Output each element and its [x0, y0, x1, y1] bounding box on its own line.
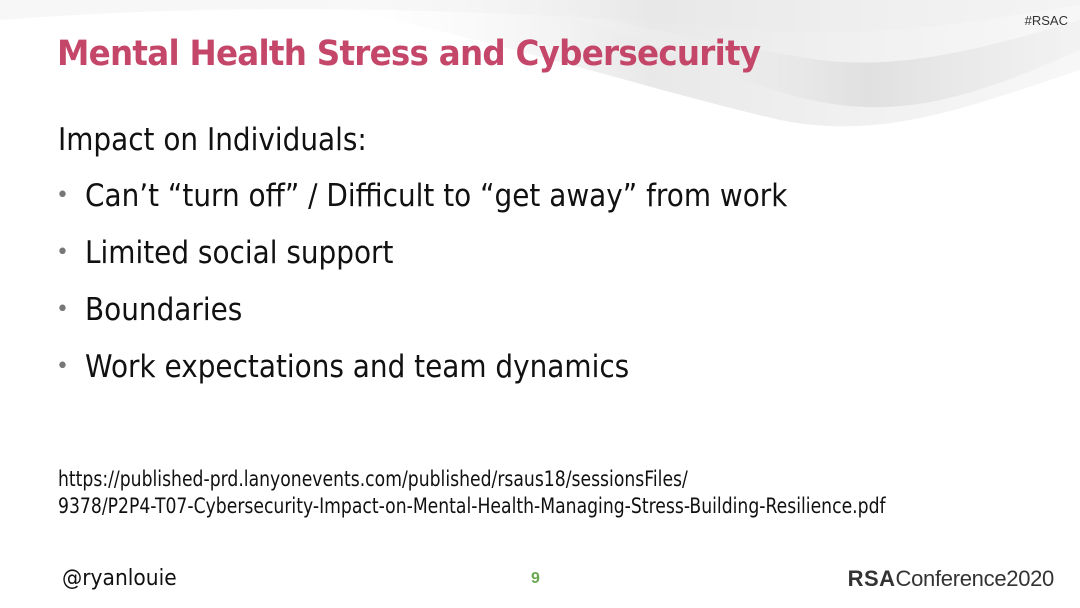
bullet-text: Boundaries — [85, 292, 243, 328]
reference-line-2: 9378/P2P4-T07-Cybersecurity-Impact-on-Me… — [58, 494, 886, 518]
rsa-conference-logo: RSAConference2020 — [847, 566, 1055, 592]
bullet-text: Can’t “turn off” / Difficult to “get awa… — [85, 178, 788, 214]
bullet-dot-icon: • — [56, 183, 69, 208]
slide-title: Mental Health Stress and Cybersecurity — [57, 34, 761, 74]
logo-conference-text: Conference2020 — [895, 566, 1055, 591]
slide-subheading: Impact on Individuals: — [58, 122, 367, 158]
page-number: 9 — [531, 570, 540, 587]
reference-line-1: https://published-prd.lanyonevents.com/p… — [58, 467, 688, 491]
bullet-dot-icon: • — [56, 297, 69, 322]
bullet-dot-icon: • — [56, 354, 69, 379]
reference-link[interactable]: https://published-prd.lanyonevents.com/p… — [58, 466, 886, 520]
bullet-text: Work expectations and team dynamics — [85, 349, 630, 385]
bullet-text: Limited social support — [85, 235, 394, 271]
footer-handle: @ryanlouie — [62, 566, 177, 591]
bullet-dot-icon: • — [56, 240, 69, 265]
hashtag: #RSAC — [1024, 13, 1068, 28]
logo-rsa-text: RSA — [847, 566, 896, 591]
